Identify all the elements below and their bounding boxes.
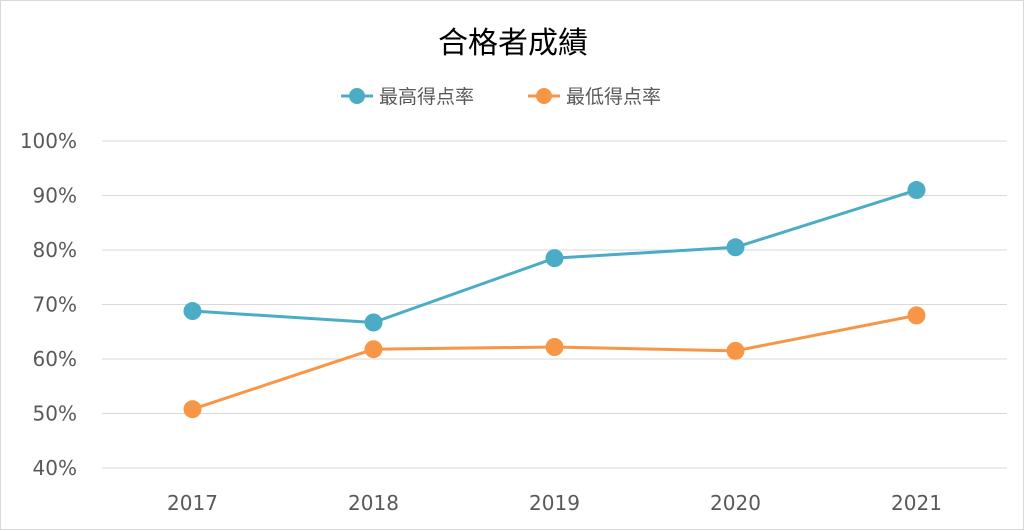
data-point: [907, 306, 926, 325]
data-point: [545, 249, 564, 268]
legend-item-min: 最低得点率: [528, 86, 661, 108]
y-tick-label: 40%: [33, 456, 77, 480]
y-tick-label: 90%: [33, 184, 77, 208]
legend-marker-min: [536, 88, 552, 104]
series-line: [192, 313, 917, 411]
gridlines: [102, 140, 1007, 469]
series-min: [183, 306, 926, 419]
series-max: [183, 181, 926, 332]
data-point: [364, 313, 383, 332]
data-point: [364, 340, 383, 359]
chart-title: 合格者成績: [438, 26, 588, 61]
y-tick-label: 50%: [33, 402, 77, 426]
x-axis-ticks: 2017 2018 2019 2020 2021: [167, 491, 942, 515]
legend-label-min: 最低得点率: [566, 86, 661, 108]
data-point: [726, 238, 745, 257]
x-tick-label: 2018: [348, 491, 399, 515]
y-tick-label: 80%: [33, 238, 77, 262]
legend-label-max: 最高得点率: [379, 86, 474, 108]
data-point: [183, 302, 202, 321]
data-point: [726, 341, 745, 360]
legend-item-max: 最高得点率: [341, 86, 474, 108]
data-point: [545, 338, 564, 357]
y-tick-label: 100%: [20, 129, 77, 153]
legend-marker-max: [349, 88, 365, 104]
data-point: [183, 400, 202, 419]
data-point: [907, 181, 926, 200]
legend: 最高得点率 最低得点率: [341, 86, 661, 108]
x-tick-label: 2021: [891, 491, 942, 515]
x-tick-label: 2017: [167, 491, 218, 515]
y-axis-ticks: 40% 50% 60% 70% 80% 90% 100%: [20, 129, 77, 480]
y-tick-label: 60%: [33, 347, 77, 371]
series-layer: [183, 181, 926, 419]
x-tick-label: 2020: [710, 491, 761, 515]
x-tick-label: 2019: [529, 491, 580, 515]
y-tick-label: 70%: [33, 293, 77, 317]
